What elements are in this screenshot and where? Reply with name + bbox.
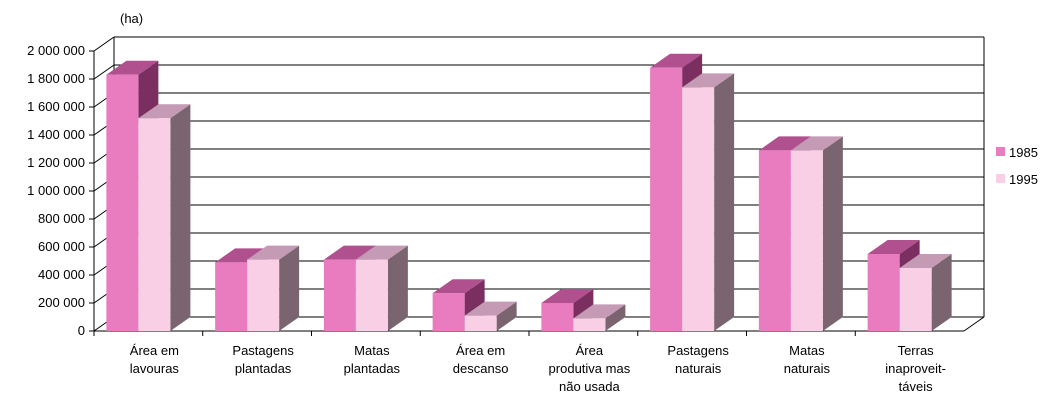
bar-top-1995 bbox=[573, 304, 626, 319]
category-label: inaproveit- bbox=[885, 361, 946, 376]
bar-top-1985 bbox=[432, 279, 485, 294]
bar-side-1995 bbox=[279, 245, 300, 331]
category-label: Área em bbox=[130, 343, 179, 358]
category-label: naturais bbox=[784, 361, 831, 376]
y-tick-label: 1 000 000 bbox=[27, 183, 85, 198]
legend-label-1995: 1995 bbox=[1009, 172, 1038, 187]
category-label: naturais bbox=[675, 361, 722, 376]
bar-1995 bbox=[573, 318, 606, 331]
category-label: Área em bbox=[456, 343, 505, 358]
bar-top-1995 bbox=[790, 136, 843, 151]
bar-top-1985 bbox=[215, 248, 268, 263]
bar-side-1995 bbox=[714, 73, 735, 332]
bar-1985 bbox=[541, 303, 574, 331]
legend-label-1985: 1985 bbox=[1009, 145, 1038, 160]
bar-side-1995 bbox=[496, 301, 517, 331]
bar-top-1985 bbox=[867, 240, 920, 254]
bar-top-1995 bbox=[682, 73, 735, 88]
bar-side-1995 bbox=[605, 304, 626, 331]
legend-swatch-1985 bbox=[996, 147, 1005, 156]
bar-1995 bbox=[464, 315, 497, 331]
category-label: plantadas bbox=[235, 361, 292, 376]
bar-1985 bbox=[758, 150, 791, 331]
y-tick-label: 200 000 bbox=[38, 295, 85, 310]
bar-top-1985 bbox=[323, 245, 376, 260]
bar-side-1995 bbox=[931, 254, 952, 331]
bar-top-1995 bbox=[464, 301, 517, 316]
y-tick-label: 800 000 bbox=[38, 211, 85, 226]
bars bbox=[106, 53, 952, 332]
bar-top-1995 bbox=[138, 104, 191, 119]
category-label: descanso bbox=[453, 361, 509, 376]
category-label: Matas bbox=[354, 343, 390, 358]
bar-1985 bbox=[650, 67, 683, 332]
bar-side-1995 bbox=[822, 136, 843, 331]
floor-edge bbox=[963, 316, 985, 332]
bar-1995 bbox=[247, 259, 280, 331]
category-labels: Área em lavouras Pastagens plantadas Matas pl… bbox=[130, 343, 946, 394]
bar-1995 bbox=[138, 118, 171, 331]
bar-top-1985 bbox=[106, 60, 159, 75]
category-label: Terras bbox=[898, 343, 935, 358]
bar-top-1995 bbox=[247, 245, 300, 260]
y-tick-label: 2 000 000 bbox=[27, 43, 85, 58]
bar-top-1985 bbox=[650, 53, 703, 68]
gridline-side bbox=[93, 64, 115, 80]
bar-side-1995 bbox=[170, 104, 191, 331]
y-tick-label: 600 000 bbox=[38, 239, 85, 254]
category-label: Matas bbox=[789, 343, 825, 358]
bar-1995 bbox=[355, 259, 388, 331]
y-tick-labels: 0 200 000 400 000 600 000 800 000 1 000 000 1 … bbox=[27, 43, 85, 338]
legend-swatch-1995 bbox=[996, 174, 1005, 183]
bar-1985 bbox=[215, 262, 248, 331]
bar-top-1995 bbox=[899, 254, 952, 268]
category-label: Área bbox=[576, 343, 604, 358]
bar-side-1995 bbox=[387, 245, 408, 331]
bar-1985 bbox=[106, 74, 139, 332]
bar-1985 bbox=[432, 293, 465, 331]
bar-1985 bbox=[323, 259, 356, 331]
y-tick-label: 1 600 000 bbox=[27, 99, 85, 114]
category-label: produtiva mas bbox=[549, 361, 631, 376]
bar-1985 bbox=[867, 254, 900, 331]
gridline-side bbox=[93, 36, 115, 52]
y-tick-label: 400 000 bbox=[38, 267, 85, 282]
y-tick-label: 1 800 000 bbox=[27, 71, 85, 86]
y-tick-label: 1 200 000 bbox=[27, 155, 85, 170]
legend: 1985 1995 bbox=[996, 145, 1038, 187]
category-label: não usada bbox=[559, 379, 620, 394]
bar-top-1985 bbox=[758, 136, 811, 151]
y-tick-label: 0 bbox=[78, 323, 85, 338]
bar-1995 bbox=[790, 150, 823, 331]
category-label: Pastagens bbox=[667, 343, 729, 358]
y-unit-label: (ha) bbox=[120, 11, 143, 26]
bar-1995 bbox=[682, 87, 715, 332]
category-label: Pastagens bbox=[232, 343, 294, 358]
bar-1995 bbox=[899, 268, 932, 331]
category-label: lavouras bbox=[130, 361, 180, 376]
bar-top-1985 bbox=[541, 289, 594, 303]
category-label: táveis bbox=[899, 379, 933, 394]
y-tick-label: 1 400 000 bbox=[27, 127, 85, 142]
bar-top-1995 bbox=[355, 245, 408, 260]
category-label: plantadas bbox=[344, 361, 401, 376]
